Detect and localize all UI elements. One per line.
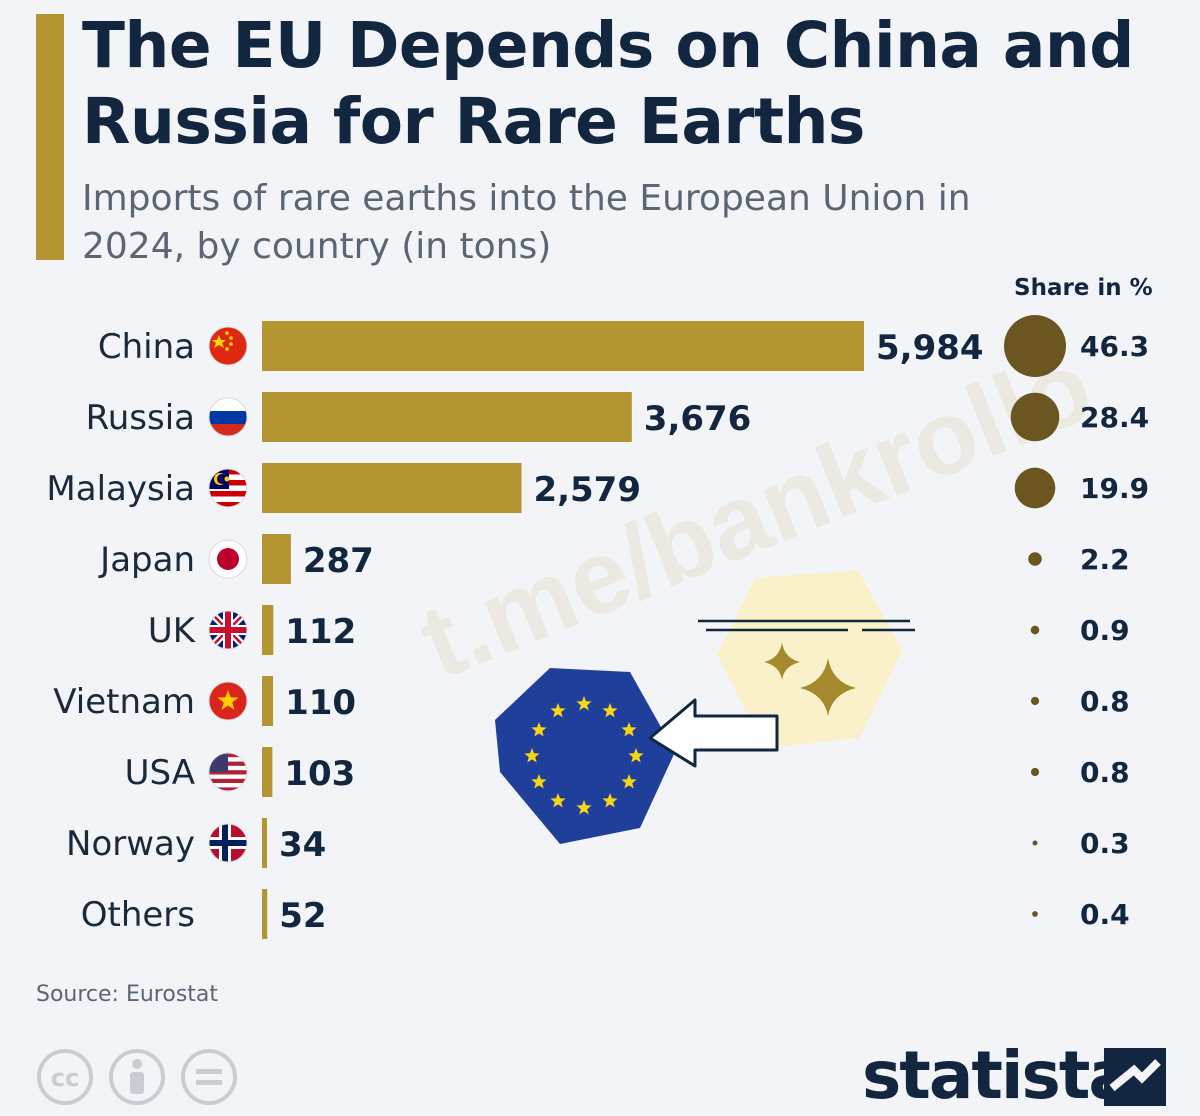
value-label: 287: [303, 541, 374, 581]
bar: [262, 392, 632, 442]
bar: [262, 605, 274, 655]
share-label: 46.3: [1080, 330, 1149, 363]
eu-flag-icon: [495, 668, 675, 844]
share-label: 0.8: [1080, 756, 1130, 789]
eu-star-icon: [531, 722, 547, 737]
sparkle-small-icon: [764, 642, 800, 680]
share-bubble: [1014, 467, 1056, 509]
value-label: 34: [279, 825, 326, 865]
eu-star-icon: [621, 722, 637, 737]
flag-china-icon: [208, 326, 248, 366]
category-label: Russia: [86, 398, 195, 438]
statista-wordmark: statista: [862, 1037, 1133, 1114]
eu-stars: [524, 696, 644, 815]
category-label: Others: [81, 895, 195, 935]
bar: [262, 889, 268, 939]
category-label: Norway: [66, 824, 195, 864]
eu-star-icon: [576, 800, 592, 815]
flag-malaysia-icon: [208, 468, 248, 508]
attribution-icon: [109, 1049, 165, 1105]
share-bubble: [1028, 552, 1042, 566]
share-label: 0.9: [1080, 614, 1130, 647]
share-label: 0.8: [1080, 685, 1130, 718]
bar: [262, 747, 273, 797]
page-subtitle: Imports of rare earths into the European…: [82, 178, 971, 267]
eu-star-icon: [602, 793, 618, 808]
bar: [262, 818, 267, 868]
share-column-header: Share in %: [1014, 275, 1153, 301]
category-label: Japan: [98, 540, 195, 580]
share-label: 28.4: [1080, 401, 1149, 434]
flag-norway-icon: [208, 823, 248, 863]
arrow-icon: [648, 698, 779, 768]
share-label: 0.3: [1080, 827, 1130, 860]
eu-star-icon: [531, 774, 547, 789]
share-bubble: [1030, 625, 1040, 635]
flag-usa-icon: [208, 752, 248, 792]
flag-uk-icon: [208, 610, 248, 650]
eu-star-icon: [628, 748, 644, 763]
share-label: 2.2: [1080, 543, 1130, 576]
flag-japan-icon: [208, 539, 248, 579]
category-label: China: [98, 327, 195, 367]
share-bubble: [1004, 315, 1066, 377]
share-bubble: [1032, 911, 1038, 917]
share-label: 19.9: [1080, 472, 1149, 505]
category-label: Malaysia: [46, 469, 195, 509]
source-note: Source: Eurostat: [36, 982, 219, 1007]
flag-vietnam-icon: [208, 681, 248, 721]
eu-star-icon: [576, 696, 592, 711]
value-label: 5,984: [876, 328, 984, 368]
bar: [262, 321, 864, 371]
eu-star-icon: [550, 793, 566, 808]
category-label: USA: [125, 753, 195, 793]
share-bubble: [1030, 696, 1040, 706]
category-label: Vietnam: [53, 682, 195, 722]
category-label: UK: [148, 611, 197, 651]
svg-text:cc: cc: [51, 1064, 79, 1092]
value-label: 110: [285, 683, 356, 723]
value-label: 103: [284, 754, 355, 794]
share-label: 0.4: [1080, 898, 1130, 931]
value-label: 3,676: [644, 399, 752, 439]
eu-star-icon: [602, 703, 618, 718]
share-bubble: [1032, 840, 1038, 846]
no-derivatives-icon: [181, 1049, 237, 1105]
share-bubble: [1010, 392, 1060, 442]
eu-illustration: [495, 570, 915, 844]
bar: [262, 676, 274, 726]
bar: [262, 534, 291, 584]
share-bubble: [1030, 767, 1040, 777]
title-accent-bar: [36, 14, 64, 260]
value-label: 112: [285, 612, 356, 652]
sparkle-large-icon: [800, 658, 856, 716]
eu-star-icon: [550, 703, 566, 718]
cc-license-icon: cc: [37, 1049, 93, 1105]
eu-star-icon: [621, 774, 637, 789]
value-label: 2,579: [533, 470, 641, 510]
flag-russia-icon: [208, 397, 248, 437]
eu-star-icon: [524, 748, 540, 763]
license-icons: cc: [37, 1049, 237, 1105]
value-label: 52: [279, 896, 326, 936]
statista-logo-icon: [1104, 1048, 1166, 1106]
bar: [262, 463, 522, 513]
page-title: The EU Depends on China and Russia for R…: [82, 9, 1134, 158]
